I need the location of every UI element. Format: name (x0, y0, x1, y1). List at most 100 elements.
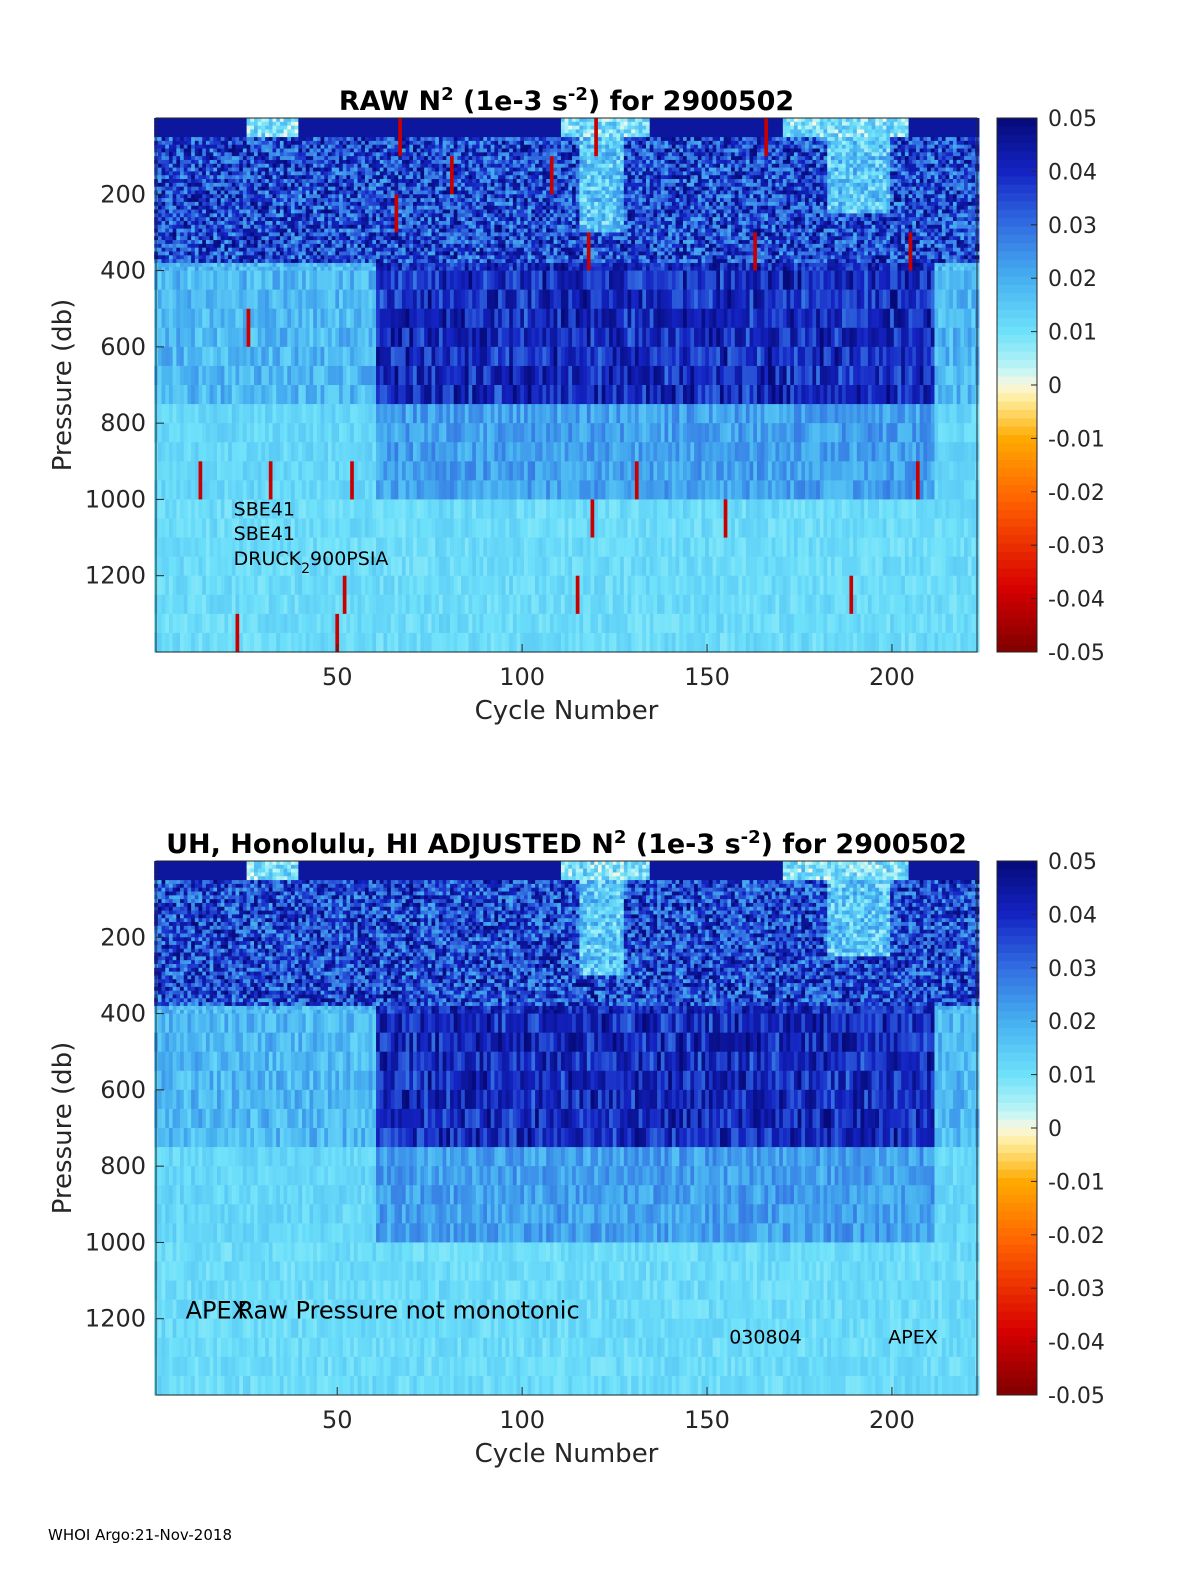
heatmap-cell (257, 480, 262, 501)
heatmap-cell (446, 118, 451, 123)
heatmap-cell (294, 137, 299, 142)
heatmap-cell (220, 365, 226, 386)
heatmap-cell (424, 175, 429, 180)
heatmap-cell (257, 270, 262, 291)
heatmap-cell (427, 137, 433, 142)
heatmap-cell (246, 179, 251, 184)
heatmap-cell (446, 194, 451, 199)
heatmap-cell (235, 404, 240, 424)
heatmap-cell (324, 159, 329, 165)
heatmap-cell (254, 190, 259, 195)
heatmap-cell (376, 186, 381, 192)
heatmap-cell (401, 182, 407, 188)
heatmap-cell (387, 270, 392, 291)
heatmap-cell (198, 327, 203, 348)
heatmap-cell (346, 159, 351, 165)
heatmap-cell (372, 243, 377, 249)
heatmap-cell (239, 220, 244, 226)
heatmap-cell (435, 289, 440, 310)
heatmap-cell (438, 137, 444, 142)
heatmap-cell (339, 632, 344, 653)
heatmap-cell (390, 156, 396, 161)
heatmap-cell (342, 209, 348, 214)
heatmap-cell (387, 404, 392, 424)
heatmap-cell (172, 228, 177, 234)
heatmap-cell (198, 167, 203, 172)
heatmap-cell (420, 442, 425, 462)
heatmap-cell (294, 156, 299, 161)
heatmap-cell (205, 404, 211, 424)
heatmap-cell (309, 289, 314, 310)
heatmap-cell (261, 255, 266, 260)
heatmap-cell (324, 613, 329, 634)
heatmap-cell (357, 167, 362, 172)
heatmap-cell (187, 152, 192, 157)
heatmap-cell (383, 205, 388, 211)
heatmap-cell (350, 236, 355, 241)
heatmap-cell (446, 217, 451, 222)
heatmap-cell (394, 251, 399, 256)
heatmap-cell (261, 346, 266, 367)
heatmap-cell (313, 121, 318, 127)
heatmap-cell (401, 232, 407, 237)
heatmap-cell (268, 327, 274, 348)
heatmap-cell (287, 228, 292, 234)
heatmap-cell (457, 137, 462, 142)
heatmap-cell (424, 129, 429, 134)
heatmap-cell (316, 537, 322, 558)
heatmap-cell (438, 270, 444, 291)
heatmap-cell (157, 365, 163, 386)
heatmap-cell (220, 251, 226, 256)
heatmap-cell (331, 308, 336, 329)
heatmap-cell (194, 205, 200, 211)
heatmap-cell (398, 575, 403, 596)
heatmap-cell (261, 125, 266, 131)
heatmap-cell (250, 594, 255, 615)
heatmap-cell (172, 423, 177, 443)
heatmap-cell (342, 140, 348, 146)
heatmap-cell (353, 194, 359, 199)
heatmap-cell (261, 179, 266, 184)
heatmap-cell (327, 186, 333, 192)
heatmap-cell (431, 613, 436, 634)
heatmap-cell (265, 346, 270, 367)
heatmap-cell (268, 613, 274, 634)
heatmap-cell (290, 224, 296, 230)
heatmap-cell (224, 613, 229, 634)
heatmap-cell (424, 327, 429, 348)
heatmap-cell (231, 259, 237, 264)
heatmap-cell (398, 266, 403, 272)
heatmap-cell (431, 423, 436, 443)
heatmap-cell (224, 289, 229, 310)
heatmap-cell (165, 125, 170, 131)
heatmap-cell (290, 198, 296, 203)
heatmap-cell (346, 480, 351, 501)
heatmap-cell (180, 556, 185, 577)
heatmap-cell (442, 140, 447, 146)
heatmap-cell (213, 499, 218, 520)
heatmap-cell (276, 182, 281, 188)
heatmap-cell (416, 198, 422, 203)
heatmap-cell (198, 175, 203, 180)
heatmap-cell (180, 171, 185, 176)
heatmap-cell (339, 175, 344, 180)
heatmap-cell (239, 194, 244, 199)
heatmap-cell (416, 163, 422, 169)
heatmap-cell (353, 152, 359, 157)
heatmap-cell (161, 575, 166, 596)
heatmap-cell (309, 632, 314, 653)
heatmap-cell (228, 152, 233, 157)
heatmap-cell (235, 423, 240, 443)
heatmap-cell (254, 186, 259, 192)
heatmap-cell (265, 209, 270, 214)
heatmap-cell (294, 205, 299, 211)
heatmap-cell (446, 385, 451, 405)
heatmap-cell (313, 385, 318, 405)
heatmap-cell (220, 167, 226, 172)
heatmap-cell (209, 137, 214, 142)
heatmap-cell (372, 213, 377, 218)
heatmap-cell (239, 270, 244, 291)
heatmap-cell (335, 152, 340, 157)
heatmap-cell (157, 236, 163, 241)
heatmap-cell (180, 232, 185, 237)
